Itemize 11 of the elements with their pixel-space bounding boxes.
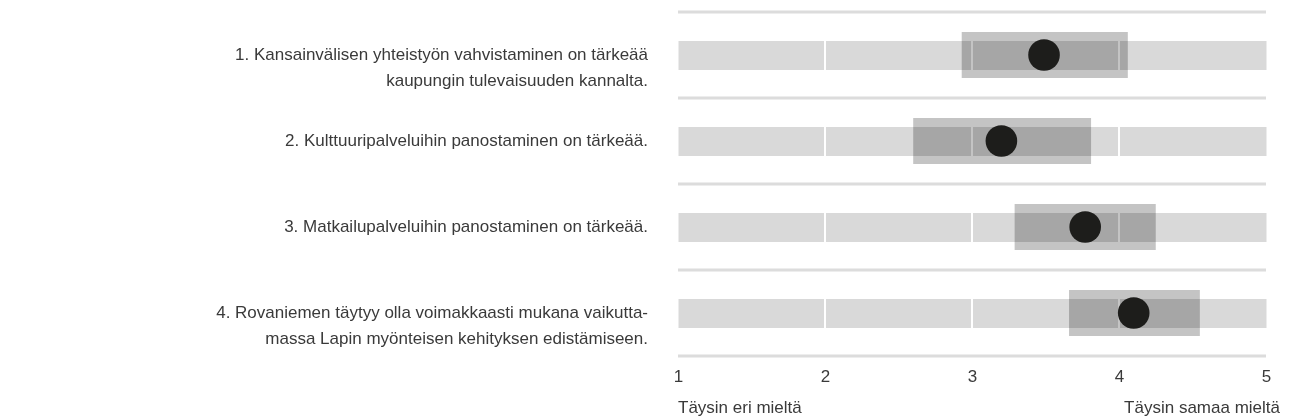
x-tick-label: 3 bbox=[967, 366, 978, 386]
x-tick-label: 2 bbox=[820, 366, 831, 386]
text: Täysin samaa mieltä bbox=[1124, 398, 1281, 417]
y-tick-label: 2. Kulttuuripalveluihin panostaminen on tärkeää. bbox=[285, 131, 648, 150]
x-tick-label: 5 bbox=[1261, 366, 1272, 386]
x-tick-label: 1 bbox=[673, 366, 684, 386]
text: Täysin eri mieltä bbox=[678, 398, 803, 417]
y-tick-label: 1. Kansainvälisen yhteistyön vahvistaminen on tärkeää kaupungin tulevaisuuden kannalta. bbox=[235, 45, 649, 90]
x-tick-label: 4 bbox=[1114, 366, 1125, 386]
y-tick-label: 4. Rovaniemen täytyy olla voimakkaasti mukana vaikutta- massa Lapin myönteisen kehityksen edistämiseen. bbox=[216, 303, 648, 348]
y-tick-label: 3. Matkailupalveluihin panostaminen on tärkeää. bbox=[284, 217, 648, 236]
